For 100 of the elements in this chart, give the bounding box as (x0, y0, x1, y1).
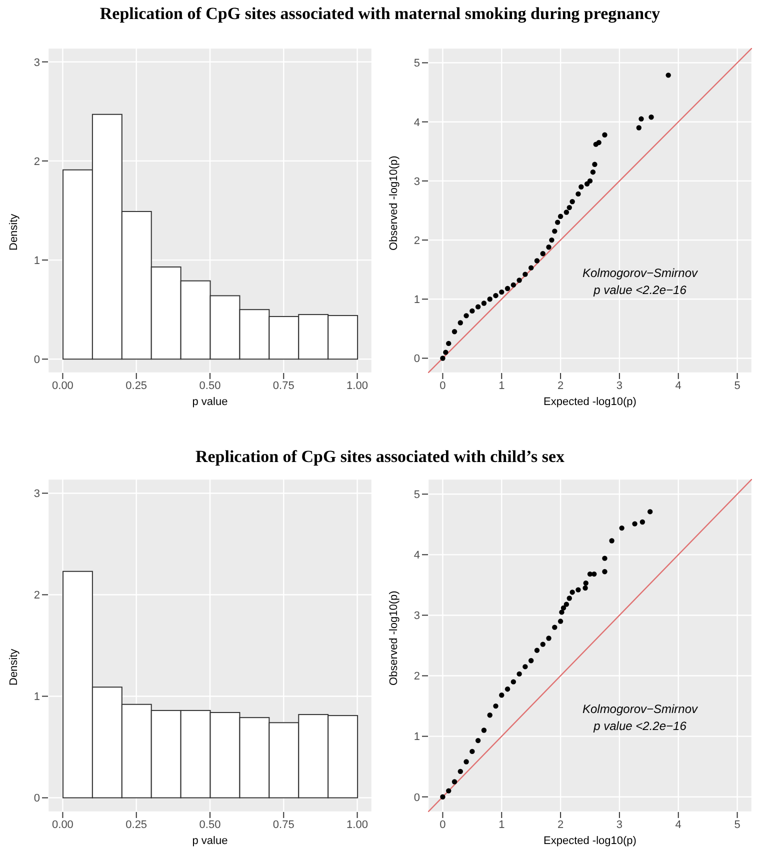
point (499, 692, 504, 698)
x-tick-label: 5 (734, 818, 740, 831)
x-tick-label: 1.00 (346, 818, 368, 831)
y-tick-label: 1 (34, 691, 40, 704)
y-tick-label: 2 (414, 670, 420, 683)
point (609, 538, 614, 544)
y-tick-label: 0 (414, 353, 420, 366)
point (666, 72, 671, 78)
point (493, 292, 498, 298)
x-tick-label: 0.75 (272, 818, 294, 831)
point (570, 199, 575, 204)
point (452, 779, 458, 784)
point (592, 162, 598, 168)
annotation: Kolmogorov−Smirnov (581, 265, 699, 282)
point (540, 642, 546, 647)
point (566, 596, 572, 601)
point (499, 289, 504, 295)
point (458, 768, 463, 774)
x-tick-label: 3 (616, 818, 623, 831)
point (487, 296, 492, 302)
point (546, 636, 552, 641)
x-axis-title: p value (192, 396, 228, 408)
x-tick-label: 4 (675, 380, 682, 392)
x-tick-label: 1 (498, 818, 505, 831)
x-tick-label: 0.50 (199, 380, 221, 392)
point (446, 340, 452, 346)
x-tick-label: 0.75 (272, 380, 294, 392)
point (583, 580, 588, 586)
point (632, 521, 638, 526)
point (602, 556, 608, 561)
y-tick-label: 3 (414, 176, 420, 188)
point (564, 210, 570, 215)
point (576, 587, 581, 592)
point (638, 116, 644, 122)
point (510, 679, 516, 684)
point (504, 686, 510, 692)
y-tick-label: 0 (34, 354, 40, 366)
y-axis-title: Observed -log10(p) (388, 156, 400, 250)
y-tick-label: 3 (414, 610, 420, 622)
point (552, 228, 558, 234)
x-tick-label: 2 (557, 818, 564, 831)
point (582, 585, 588, 591)
y-tick-label: 2 (414, 234, 420, 247)
x-tick-label: 0 (440, 380, 446, 392)
y-tick-label: 5 (414, 489, 420, 502)
point (558, 618, 564, 624)
point (470, 748, 475, 754)
point (560, 605, 566, 611)
x-axis-title: Expected -log10(p) (544, 835, 636, 847)
annotation: Kolmogorov−Smirnov (581, 700, 699, 718)
point (619, 525, 624, 531)
point (576, 191, 581, 197)
point (493, 703, 498, 709)
x-tick-label: 0.25 (126, 380, 148, 392)
x-axis-title: Expected -log10(p) (544, 396, 636, 408)
y-tick-label: 2 (34, 156, 40, 168)
chart-title: Replication of CpG sites associated with child’s sex (194, 447, 566, 467)
point (475, 738, 481, 744)
y-tick-label: 2 (34, 590, 40, 602)
point (452, 329, 458, 334)
point (516, 278, 522, 283)
y-tick-label: 0 (414, 792, 420, 804)
point (602, 132, 608, 138)
point (440, 356, 446, 361)
point (443, 350, 448, 355)
x-tick-label: 5 (734, 380, 740, 392)
y-axis-title: Observed -log10(p) (388, 590, 400, 686)
point (504, 286, 510, 292)
x-tick-label: 3 (616, 380, 623, 392)
point (596, 140, 602, 146)
x-tick-label: 0.25 (126, 818, 148, 831)
x-tick-label: 0.00 (52, 818, 74, 831)
point (578, 184, 584, 190)
y-axis-title: Density (8, 648, 20, 686)
point (458, 320, 463, 326)
point (592, 571, 597, 577)
point (602, 569, 608, 574)
y-tick-label: 0 (34, 792, 40, 805)
point (522, 272, 528, 277)
point (510, 282, 516, 288)
point (440, 794, 446, 800)
x-tick-label: 1.00 (346, 380, 368, 392)
y-tick-label: 1 (414, 731, 420, 744)
point (559, 610, 564, 615)
y-tick-label: 4 (414, 550, 420, 562)
point (647, 509, 653, 514)
point (534, 258, 540, 264)
point (481, 300, 487, 306)
y-tick-label: 4 (414, 116, 420, 129)
point (552, 624, 558, 630)
point (549, 237, 554, 243)
point (570, 590, 575, 595)
x-tick-label: 2 (557, 380, 564, 392)
point (546, 244, 552, 250)
point (464, 759, 469, 764)
annotation: p value <2.2e−16 (592, 282, 688, 299)
point (446, 788, 452, 794)
x-tick-label: 0.50 (199, 818, 221, 831)
point (558, 214, 564, 220)
point (540, 251, 546, 256)
